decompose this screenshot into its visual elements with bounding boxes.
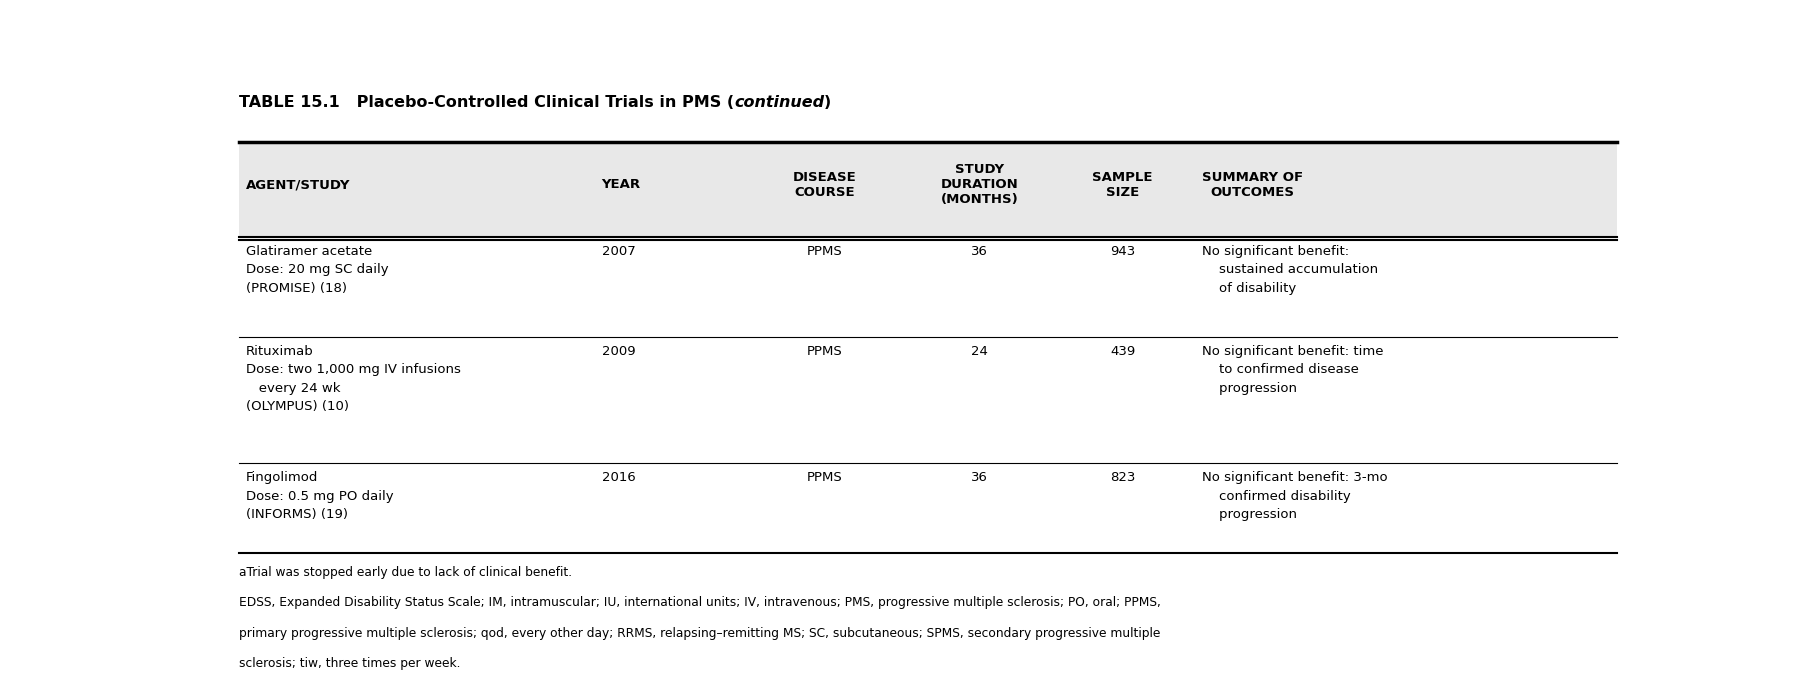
Text: PPMS: PPMS xyxy=(806,245,842,258)
Text: TABLE 15.1   Placebo-Controlled Clinical Trials in PMS (: TABLE 15.1 Placebo-Controlled Clinical T… xyxy=(239,95,734,110)
Text: 2016: 2016 xyxy=(601,471,635,484)
Text: continued: continued xyxy=(734,95,824,110)
Text: SUMMARY OF
OUTCOMES: SUMMARY OF OUTCOMES xyxy=(1202,171,1303,199)
Text: 36: 36 xyxy=(972,471,988,484)
Text: STUDY
DURATION
(MONTHS): STUDY DURATION (MONTHS) xyxy=(941,163,1019,206)
Text: EDSS, Expanded Disability Status Scale; IM, intramuscular; IU, international uni: EDSS, Expanded Disability Status Scale; … xyxy=(239,596,1161,609)
Text: 2009: 2009 xyxy=(601,345,635,358)
Text: YEAR: YEAR xyxy=(601,178,641,191)
Text: No significant benefit:
    sustained accumulation
    of disability: No significant benefit: sustained accumu… xyxy=(1202,245,1377,295)
Text: 823: 823 xyxy=(1111,471,1136,484)
Text: 36: 36 xyxy=(972,245,988,258)
Text: 2007: 2007 xyxy=(601,245,635,258)
Text: Rituximab
Dose: two 1,000 mg IV infusions
   every 24 wk
(OLYMPUS) (10): Rituximab Dose: two 1,000 mg IV infusion… xyxy=(247,345,461,413)
Text: No significant benefit: time
    to confirmed disease
    progression: No significant benefit: time to confirme… xyxy=(1202,345,1382,395)
Text: 24: 24 xyxy=(972,345,988,358)
Text: SAMPLE
SIZE: SAMPLE SIZE xyxy=(1093,171,1154,199)
Text: 943: 943 xyxy=(1111,245,1136,258)
Text: ): ) xyxy=(824,95,832,110)
Text: Fingolimod
Dose: 0.5 mg PO daily
(INFORMS) (19): Fingolimod Dose: 0.5 mg PO daily (INFORM… xyxy=(247,471,394,521)
Text: No significant benefit: 3-mo
    confirmed disability
    progression: No significant benefit: 3-mo confirmed d… xyxy=(1202,471,1388,521)
Text: PPMS: PPMS xyxy=(806,471,842,484)
Text: sclerosis; tiw, three times per week.: sclerosis; tiw, three times per week. xyxy=(239,657,461,670)
Text: AGENT/STUDY: AGENT/STUDY xyxy=(247,178,351,191)
Text: primary progressive multiple sclerosis; qod, every other day; RRMS, relapsing–re: primary progressive multiple sclerosis; … xyxy=(239,627,1161,640)
Text: PPMS: PPMS xyxy=(806,345,842,358)
Bar xyxy=(239,143,1616,237)
Text: aTrial was stopped early due to lack of clinical benefit.: aTrial was stopped early due to lack of … xyxy=(239,566,572,579)
Text: Glatiramer acetate
Dose: 20 mg SC daily
(PROMISE) (18): Glatiramer acetate Dose: 20 mg SC daily … xyxy=(247,245,389,295)
Text: DISEASE
COURSE: DISEASE COURSE xyxy=(794,171,857,199)
Text: 439: 439 xyxy=(1111,345,1136,358)
